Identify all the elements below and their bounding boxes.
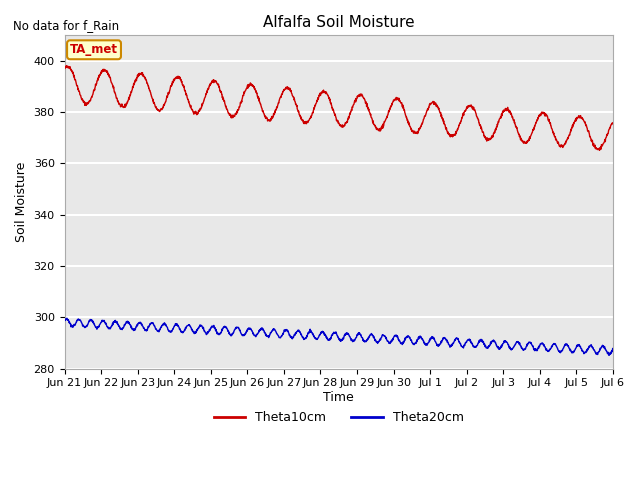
X-axis label: Time: Time [323, 391, 354, 404]
Legend: Theta10cm, Theta20cm: Theta10cm, Theta20cm [209, 406, 468, 429]
Title: Alfalfa Soil Moisture: Alfalfa Soil Moisture [263, 15, 415, 30]
Text: No data for f_Rain: No data for f_Rain [13, 19, 119, 32]
Text: TA_met: TA_met [70, 43, 118, 56]
Y-axis label: Soil Moisture: Soil Moisture [15, 162, 28, 242]
